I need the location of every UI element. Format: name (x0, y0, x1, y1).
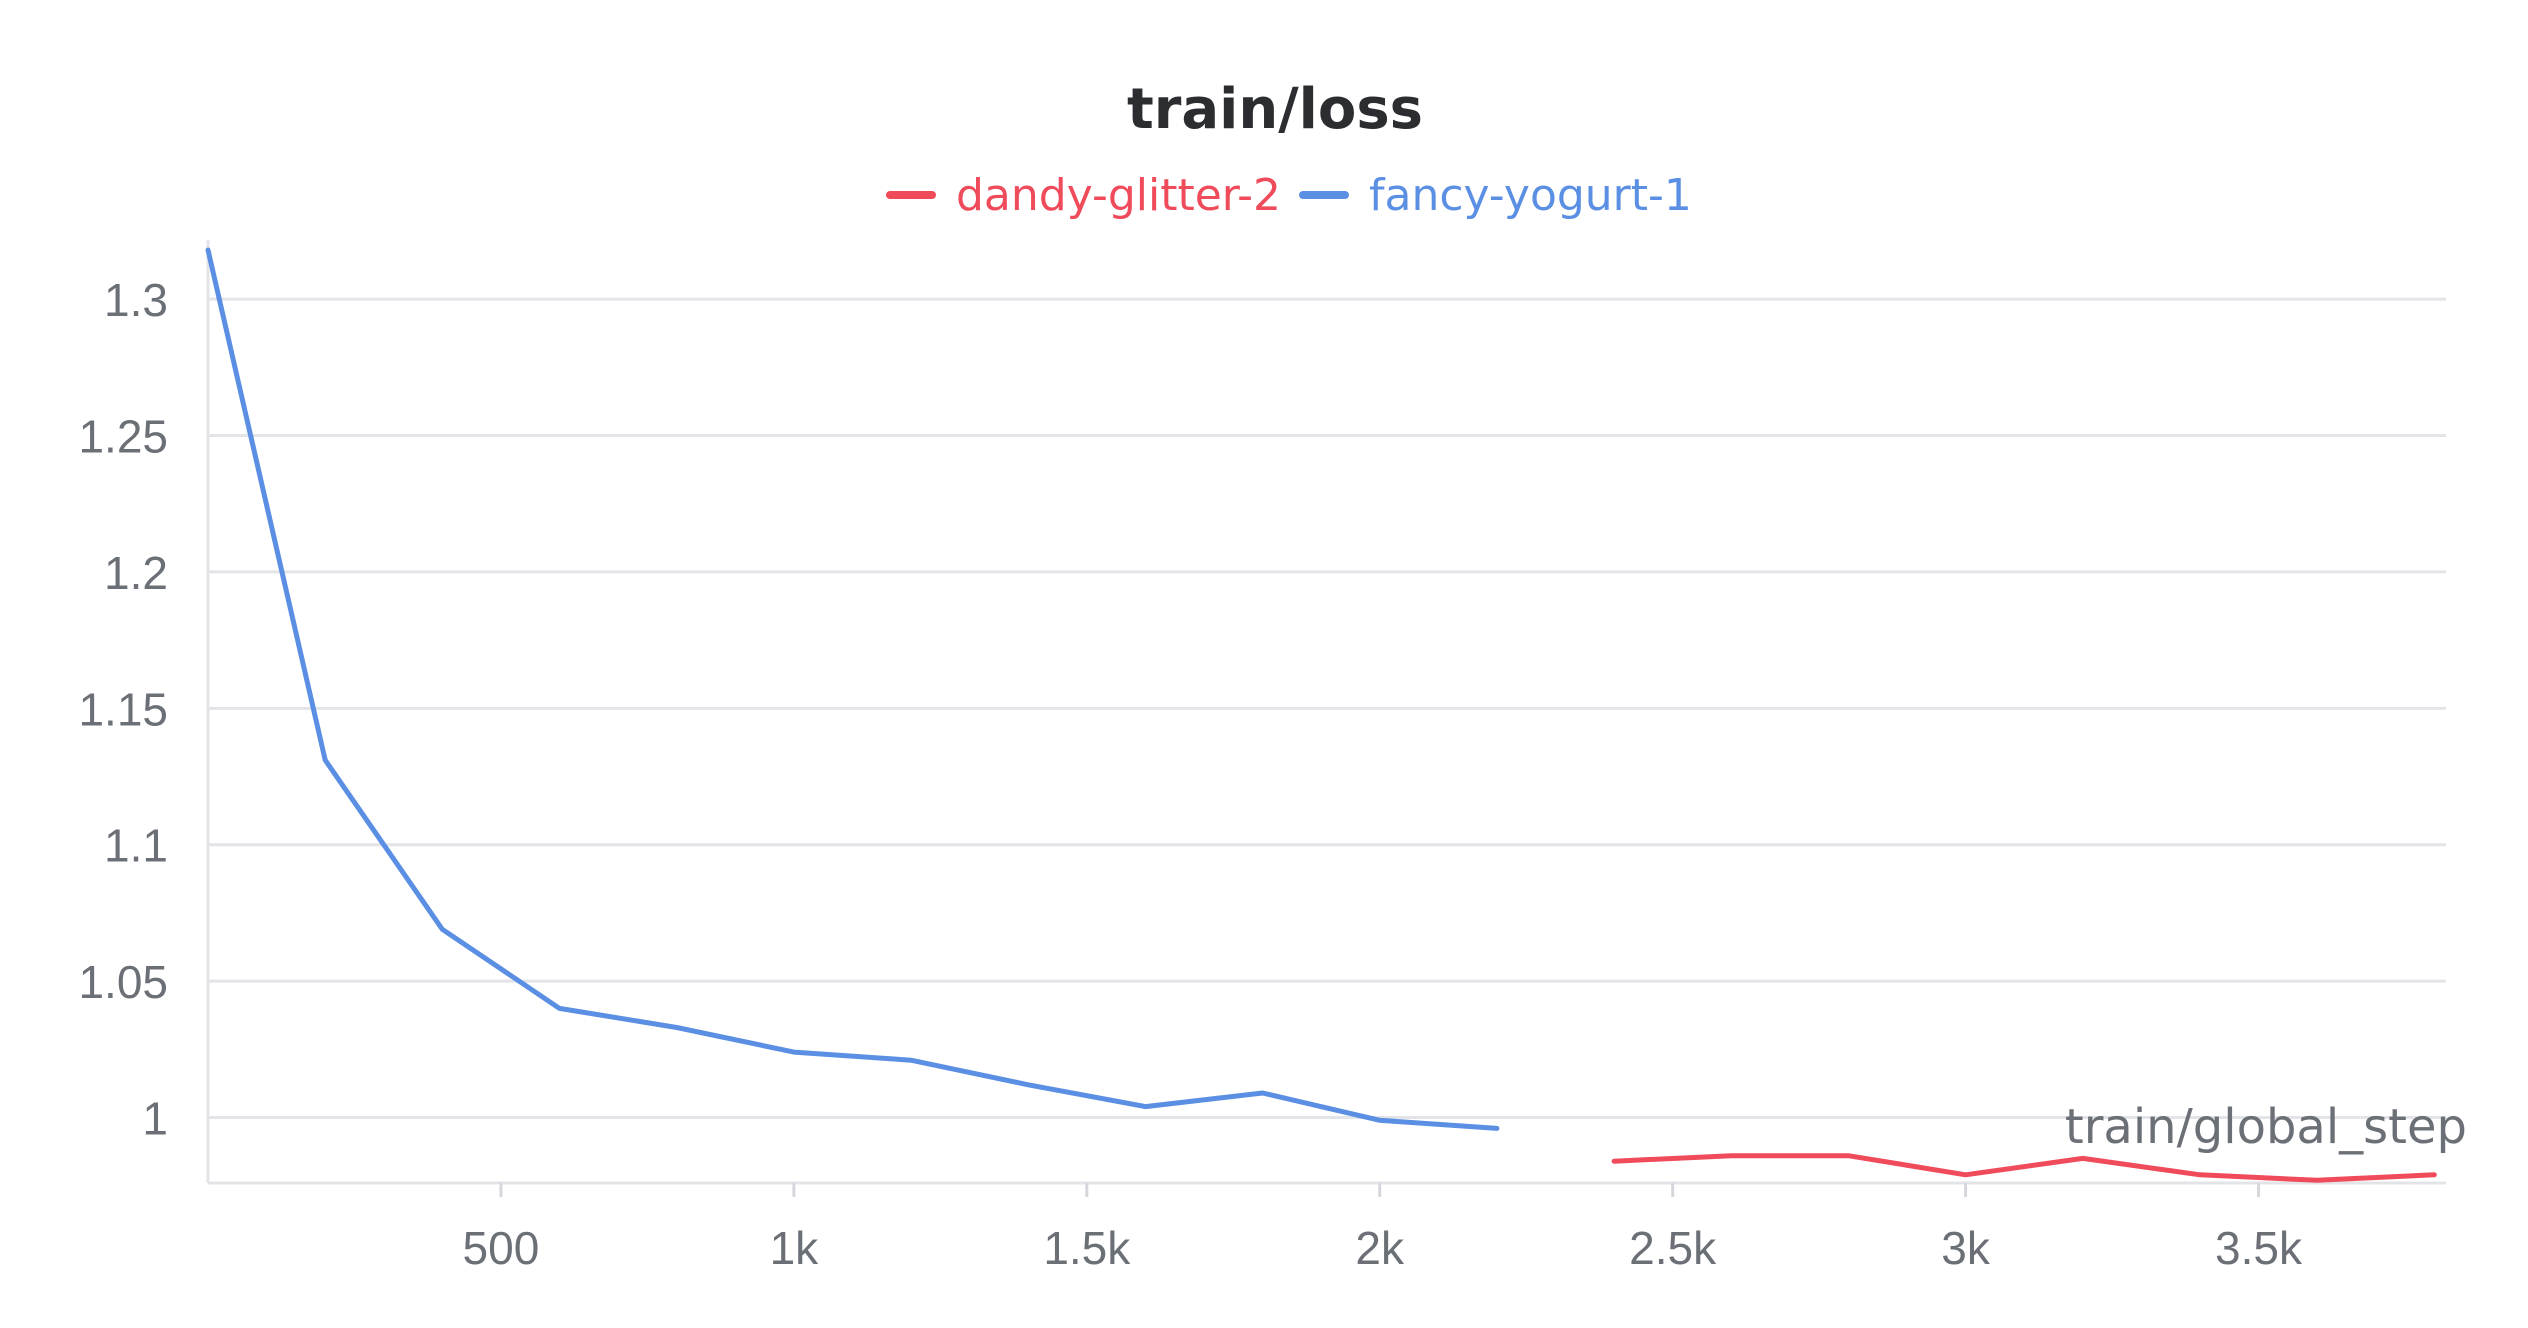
data-point (792, 1050, 796, 1054)
data-point (1729, 1154, 1733, 1158)
legend-label: fancy-yogurt-1 (1369, 170, 1692, 221)
data-point (1378, 1118, 1382, 1122)
data-point (558, 1006, 562, 1010)
data-point (1612, 1159, 1616, 1163)
tick-labels: 1 1.05 1.1 1.15 1.2 1.25 1.3 500 1k 1.5k 2k 2.5k 3k 3… (78, 274, 2303, 1274)
data-point (1143, 1105, 1147, 1109)
chart-title: train/loss (1127, 77, 1423, 142)
data-point (440, 927, 444, 931)
y-tick-label: 1.2 (104, 547, 168, 599)
x-tick-label: 3.5k (2215, 1222, 2303, 1274)
series-line-dandy-glitter-2 (1611, 1153, 2437, 1183)
data-point (1964, 1173, 1968, 1177)
x-tick-label: 500 (463, 1222, 540, 1274)
x-tick-label: 1.5k (1043, 1222, 1131, 1274)
y-tick-label: 1.15 (78, 683, 168, 735)
grid-lines (208, 297, 2446, 1120)
y-tick-label: 1.1 (104, 820, 168, 872)
y-tick-label: 1 (142, 1093, 168, 1145)
axes (206, 240, 2446, 1197)
legend: dandy-glitter-2 fancy-yogurt-1 (886, 170, 1692, 221)
data-point (206, 248, 210, 252)
x-tick-label: 1k (770, 1222, 820, 1274)
data-point (2315, 1178, 2319, 1182)
data-point (1261, 1091, 1265, 1095)
data-point (2081, 1156, 2085, 1160)
data-point (1026, 1083, 1030, 1087)
data-point (675, 1026, 679, 1029)
data-point (1495, 1126, 1499, 1130)
legend-label: dandy-glitter-2 (956, 170, 1281, 221)
y-tick-label: 1.25 (78, 411, 168, 463)
y-tick-label: 1.3 (104, 274, 168, 326)
data-point (909, 1058, 913, 1062)
x-axis-label: train/global_step (2065, 1099, 2467, 1155)
data-point (323, 758, 327, 762)
series-lines (205, 247, 2437, 1183)
x-tick-label: 2k (1355, 1222, 1405, 1274)
data-point (2432, 1173, 2436, 1177)
data-point (2198, 1173, 2202, 1177)
y-tick-label: 1.05 (78, 956, 168, 1008)
series-line-fancy-yogurt-1 (205, 247, 1500, 1131)
x-tick-label: 2.5k (1629, 1222, 1717, 1274)
x-tick-label: 3k (1941, 1222, 1991, 1274)
data-point (1846, 1154, 1850, 1158)
